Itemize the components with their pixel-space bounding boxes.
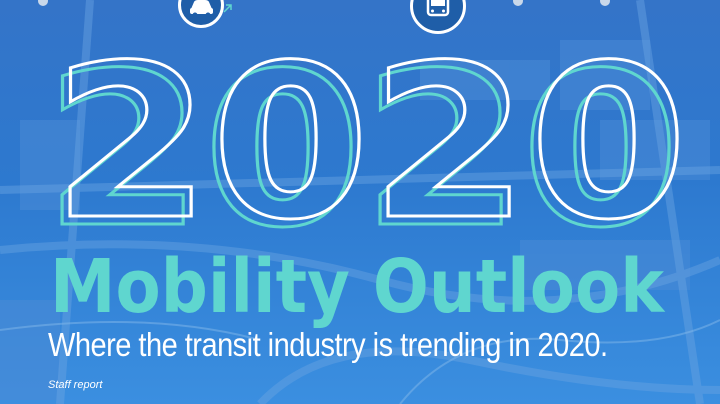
arrow-icon [223,4,232,13]
decorative-dot [38,0,48,6]
article-subtitle: Where the transit industry is trending i… [48,326,608,363]
year-outline-teal: 2020 [44,27,680,274]
article-title: Mobility Outlook [50,244,666,330]
byline: Staff report [48,379,103,391]
year-outline-white: 2020 [52,19,688,266]
bus-icon [410,0,466,34]
decorative-dot [600,0,610,6]
car-icon [178,0,224,28]
decorative-dot [513,0,523,6]
